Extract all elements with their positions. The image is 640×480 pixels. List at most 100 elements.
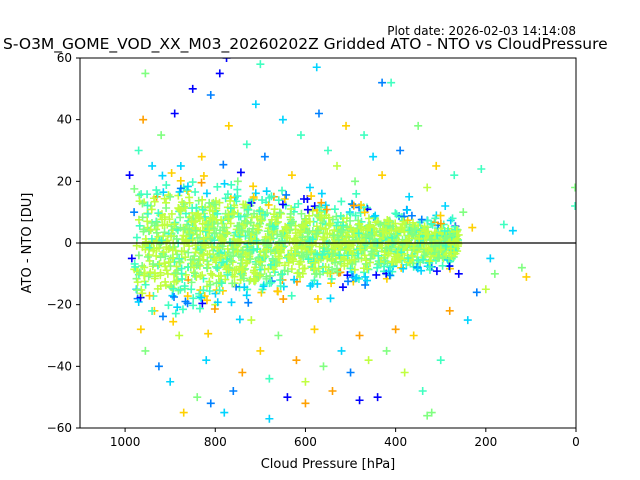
cloud-point [415, 234, 424, 243]
cloud-point [165, 215, 174, 224]
cloud-point [277, 232, 286, 241]
y-tick-label: −60 [47, 421, 72, 435]
cloud-point [274, 287, 283, 296]
cloud-point [216, 253, 225, 262]
cloud-point [418, 255, 427, 264]
cloud-point [399, 217, 408, 226]
cloud-point [153, 190, 162, 199]
cloud-point [299, 264, 308, 273]
cloud-point [260, 210, 269, 219]
cloud-point [399, 244, 408, 253]
cloud-point [161, 281, 170, 290]
data-point [224, 121, 233, 130]
cloud-point [152, 186, 161, 195]
cloud-point [274, 196, 283, 205]
cloud-point [152, 251, 161, 260]
cloud-point [279, 295, 288, 304]
cloud-point [216, 277, 225, 286]
cloud-point [171, 309, 180, 318]
cloud-point [206, 269, 215, 278]
cloud-point [410, 225, 419, 234]
cloud-point [174, 191, 183, 200]
cloud-point [352, 189, 361, 198]
data-point [154, 362, 163, 371]
cloud-point [156, 239, 165, 248]
cloud-point [298, 233, 307, 242]
cloud-point [250, 277, 259, 286]
cloud-point [162, 266, 171, 275]
data-point [139, 115, 148, 124]
data-point [283, 393, 292, 402]
cloud-point [348, 200, 357, 209]
cloud-point [191, 269, 200, 278]
cloud-point [436, 219, 445, 228]
data-point [391, 325, 400, 334]
cloud-point [414, 256, 423, 265]
cloud-point [276, 276, 285, 285]
cloud-point [445, 262, 454, 271]
cloud-point [160, 194, 169, 203]
cloud-point [345, 256, 354, 265]
y-tick-label: −40 [47, 359, 72, 373]
cloud-point [262, 187, 271, 196]
data-point [328, 387, 337, 395]
cloud-point [431, 214, 440, 223]
cloud-point [197, 293, 206, 302]
cloud-point [422, 244, 431, 253]
cloud-point [150, 197, 159, 206]
cloud-point [343, 251, 352, 260]
cloud-point [387, 243, 396, 252]
cloud-point [171, 218, 180, 227]
cloud-point [208, 207, 217, 216]
cloud-point [173, 303, 182, 312]
cloud-point [244, 205, 253, 214]
data-point [499, 220, 508, 229]
cloud-point [181, 270, 190, 279]
cloud-point [187, 285, 196, 294]
cloud-point [162, 181, 171, 190]
cloud-point [331, 258, 340, 267]
cloud-point [352, 273, 361, 282]
cloud-point [205, 250, 214, 259]
cloud-point [169, 284, 178, 293]
data-point [445, 306, 454, 315]
data-point [382, 346, 391, 355]
cloud-point [234, 212, 243, 221]
cloud-point [379, 227, 388, 236]
data-point [292, 356, 301, 365]
cloud-point [446, 237, 455, 246]
data-point [508, 226, 517, 235]
cloud-point [357, 201, 366, 210]
cloud-point [167, 231, 176, 240]
cloud-point [294, 199, 303, 208]
cloud-point [235, 315, 244, 324]
cloud-point [181, 204, 190, 213]
cloud-point [198, 299, 207, 308]
data-point [260, 152, 269, 161]
cloud-point [249, 193, 258, 202]
cloud-point [333, 267, 342, 276]
cloud-point [453, 238, 462, 247]
cloud-point [204, 260, 213, 269]
cloud-point [326, 219, 335, 228]
cloud-point [329, 249, 338, 258]
cloud-point [326, 294, 335, 303]
cloud-point [362, 233, 371, 242]
cloud-point [156, 211, 165, 220]
cloud-point [144, 272, 153, 281]
cloud-point [359, 264, 368, 273]
cloud-point [400, 227, 409, 236]
cloud-point [156, 281, 165, 290]
cloud-point [362, 240, 371, 249]
cloud-point [413, 243, 422, 252]
data-point [481, 285, 490, 294]
data-point [517, 263, 526, 272]
y-tick-label: −20 [47, 298, 72, 312]
cloud-point [143, 209, 152, 218]
cloud-point [290, 203, 299, 212]
cloud-point [175, 257, 184, 266]
data-point [301, 377, 310, 386]
data-point [247, 316, 256, 325]
cloud-point [187, 278, 196, 287]
data-point [148, 161, 157, 170]
